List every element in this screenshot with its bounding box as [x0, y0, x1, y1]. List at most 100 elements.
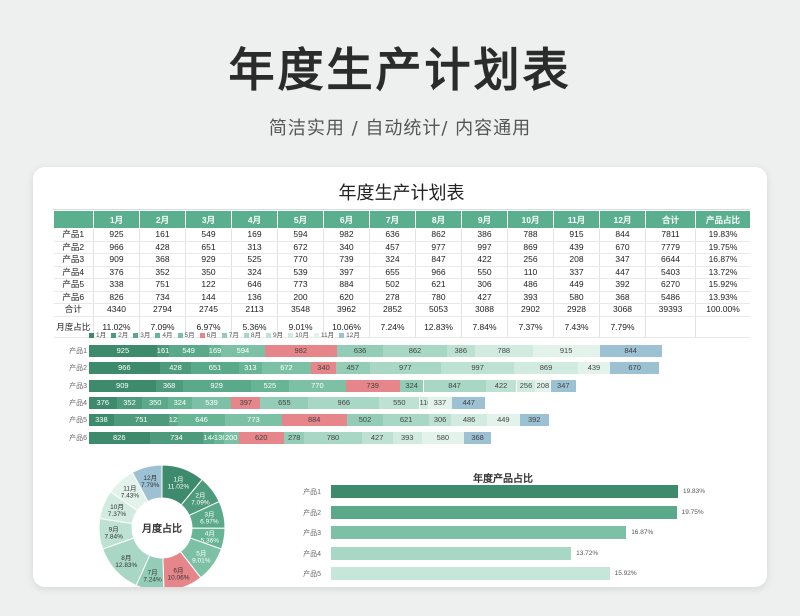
bar-segment[interactable]: 449 — [486, 414, 520, 427]
bar-segment[interactable]: 977 — [369, 362, 442, 375]
bar-segment[interactable]: 869 — [514, 362, 578, 375]
bar-segment[interactable]: 278 — [284, 431, 305, 444]
table-cell[interactable]: 449 — [553, 278, 600, 292]
bar-segment[interactable]: 200 — [223, 431, 239, 444]
bar-segment[interactable]: 915 — [532, 345, 600, 357]
table-cell[interactable]: 966 — [415, 266, 462, 279]
table-cell[interactable]: 4340 — [93, 303, 140, 317]
bar-segment[interactable]: 655 — [260, 396, 309, 409]
table-cell[interactable]: 594 — [277, 228, 324, 242]
bar-segment[interactable]: 550 — [379, 396, 420, 409]
table-cell[interactable]: 208 — [553, 253, 600, 267]
table-cell[interactable]: 929 — [185, 253, 232, 267]
bar-segment[interactable]: 982 — [264, 345, 337, 357]
table-cell[interactable]: 655 — [369, 266, 416, 279]
table-cell[interactable]: 产品5 — [53, 278, 94, 292]
table-cell[interactable]: 19.83% — [695, 228, 750, 242]
table-cell[interactable]: 862 — [415, 228, 462, 242]
table-cell[interactable]: 428 — [139, 241, 186, 254]
ratio-cell[interactable]: 7.09% — [139, 316, 186, 338]
bar-segment[interactable]: 966 — [89, 362, 160, 375]
ratio-cell[interactable]: 6.97% — [185, 316, 232, 338]
ratio-cell[interactable]: 7.43% — [553, 316, 600, 338]
table-cell[interactable]: 925 — [93, 228, 140, 242]
bar-segment[interactable]: 788 — [474, 345, 533, 357]
table-cell[interactable]: 539 — [277, 266, 324, 279]
share-bar[interactable] — [331, 567, 610, 580]
table-cell[interactable]: 100.00% — [695, 303, 750, 317]
ratio-cell[interactable]: 7.84% — [461, 316, 508, 338]
ratio-cell[interactable]: 9.01% — [277, 316, 324, 338]
table-cell[interactable]: 550 — [461, 266, 508, 279]
share-bar[interactable] — [331, 485, 678, 498]
bar-segment[interactable]: 110 — [419, 396, 428, 409]
table-cell[interactable]: 110 — [507, 266, 554, 279]
table-cell[interactable]: 2794 — [139, 303, 186, 317]
table-cell[interactable]: 16.87% — [695, 253, 750, 267]
table-cell[interactable]: 352 — [139, 266, 186, 279]
table-cell[interactable]: 产品6 — [53, 291, 94, 304]
table-cell[interactable]: 产品1 — [53, 228, 94, 242]
table-cell[interactable]: 13.72% — [695, 266, 750, 279]
donut-slice[interactable] — [162, 550, 202, 587]
table-cell[interactable]: 产品4 — [53, 266, 94, 279]
table-cell[interactable]: 909 — [93, 253, 140, 267]
table-cell[interactable]: 884 — [323, 278, 370, 292]
table-cell[interactable]: 422 — [461, 253, 508, 267]
bar-segment[interactable]: 966 — [308, 396, 380, 409]
table-cell[interactable]: 393 — [507, 291, 554, 304]
bar-segment[interactable]: 502 — [346, 414, 384, 427]
bar-segment[interactable]: 826 — [89, 431, 150, 444]
ratio-cell[interactable] — [645, 316, 696, 338]
bar-segment[interactable]: 306 — [428, 414, 452, 427]
table-cell[interactable]: 338 — [93, 278, 140, 292]
bar-segment[interactable]: 422 — [485, 379, 517, 392]
bar-segment[interactable]: 929 — [182, 379, 251, 392]
table-cell[interactable]: 636 — [369, 228, 416, 242]
bar-segment[interactable]: 770 — [289, 379, 346, 392]
bar-segment[interactable]: 651 — [191, 362, 239, 375]
ratio-cell[interactable]: 7.24% — [369, 316, 416, 338]
table-cell[interactable]: 3548 — [277, 303, 324, 317]
table-cell[interactable]: 368 — [139, 253, 186, 267]
table-cell[interactable]: 386 — [461, 228, 508, 242]
table-cell[interactable]: 合计 — [53, 303, 94, 317]
bar-segment[interactable]: 338 — [89, 414, 114, 427]
table-cell[interactable]: 966 — [93, 241, 140, 254]
bar-segment[interactable]: 997 — [441, 362, 515, 375]
bar-segment[interactable]: 862 — [383, 345, 447, 357]
bar-segment[interactable]: 670 — [610, 362, 660, 375]
table-cell[interactable]: 672 — [277, 241, 324, 254]
table-cell[interactable]: 977 — [415, 241, 462, 254]
table-cell[interactable]: 13.93% — [695, 291, 750, 304]
bar-segment[interactable]: 457 — [336, 362, 370, 375]
table-cell[interactable]: 376 — [93, 266, 140, 279]
bar-segment[interactable]: 773 — [225, 414, 282, 427]
table-cell[interactable]: 486 — [507, 278, 554, 292]
table-cell[interactable]: 2928 — [553, 303, 600, 317]
bar-segment[interactable]: 734 — [149, 431, 204, 444]
bar-segment[interactable]: 169 — [208, 345, 222, 357]
bar-segment[interactable]: 439 — [577, 362, 611, 375]
bar-segment[interactable]: 672 — [261, 362, 312, 375]
bar-segment[interactable]: 208 — [535, 379, 551, 392]
table-cell[interactable]: 5403 — [645, 266, 696, 279]
table-cell[interactable]: 350 — [185, 266, 232, 279]
ratio-cell[interactable]: 11.02% — [93, 316, 140, 338]
bar-segment[interactable]: 447 — [452, 396, 486, 409]
table-cell[interactable]: 427 — [461, 291, 508, 304]
bar-segment[interactable]: 486 — [451, 414, 487, 427]
table-cell[interactable]: 313 — [231, 241, 278, 254]
bar-segment[interactable]: 621 — [383, 414, 429, 427]
bar-segment[interactable]: 428 — [159, 362, 192, 375]
bar-segment[interactable]: 144 — [203, 431, 214, 444]
table-cell[interactable]: 169 — [231, 228, 278, 242]
table-cell[interactable]: 3088 — [461, 303, 508, 317]
bar-segment[interactable]: 739 — [345, 379, 400, 392]
table-cell[interactable]: 347 — [599, 253, 646, 267]
table-cell[interactable]: 788 — [507, 228, 554, 242]
bar-segment[interactable]: 646 — [177, 414, 226, 427]
bar-segment[interactable]: 847 — [423, 379, 486, 392]
table-cell[interactable]: 549 — [185, 228, 232, 242]
table-cell[interactable]: 306 — [461, 278, 508, 292]
